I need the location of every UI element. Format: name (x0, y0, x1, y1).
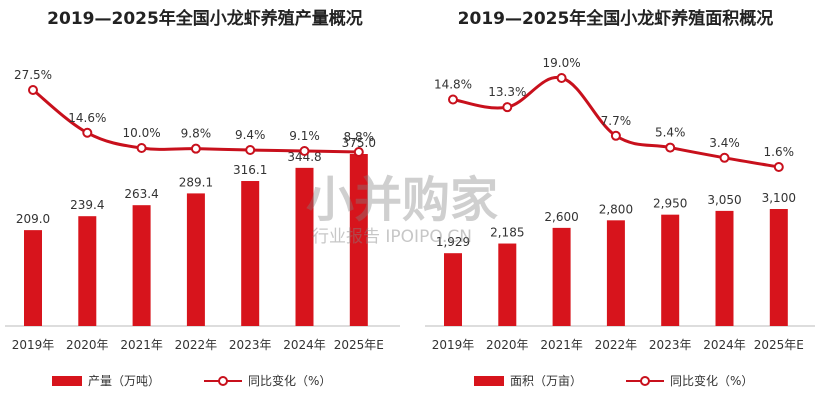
left-bar-6 (349, 154, 368, 326)
left-bar-label-1: 239.4 (70, 198, 104, 212)
left-tick-label-2: 2021年 (120, 338, 163, 352)
right-chart-title: 2019—2025年全国小龙虾养殖面积概况 (457, 9, 774, 29)
left-tick-label-3: 2022年 (175, 338, 218, 352)
legend-label-area: 面积（万亩） (510, 374, 583, 388)
right-yoy-point-2 (556, 73, 567, 83)
legend-label-yoy: 同比变化（%） (248, 374, 332, 388)
legend-label-yoy: 同比变化（%） (670, 374, 754, 388)
left-tick-label-1: 2020年 (66, 338, 109, 352)
right-yoy-label-3: 7.7% (601, 114, 632, 128)
right-bar-6 (769, 209, 788, 326)
right-yoy-label-0: 14.8% (434, 77, 472, 91)
left-yoy-point-4 (245, 145, 256, 156)
right-bar-label-4: 2,950 (653, 197, 687, 211)
left-bar-label-2: 263.4 (124, 187, 158, 201)
left-yoy-label-0: 27.5% (14, 68, 52, 82)
left-bar-3 (186, 193, 205, 326)
right-yoy-point-4 (665, 142, 676, 153)
right-bar-label-0: 1,929 (436, 235, 470, 249)
right-tick-label-1: 2020年 (486, 338, 529, 352)
left-bar-4 (241, 181, 260, 326)
legend-bar-swatch (52, 375, 82, 386)
legend-line-swatch (626, 375, 665, 387)
left-bar-2 (132, 205, 151, 326)
right-tick-label-2: 2021年 (540, 338, 583, 352)
right-bar-1 (498, 243, 517, 326)
right-bar-label-5: 3,050 (707, 193, 741, 207)
legend-item-yoy: 同比变化（%） (204, 372, 331, 389)
right-yoy-label-2: 19.0% (543, 56, 581, 70)
left-yoy-point-5 (299, 146, 310, 157)
left-bar-label-4: 316.1 (233, 163, 267, 177)
left-tick-label-0: 2019年 (12, 338, 55, 352)
left-bar-label-0: 209.0 (16, 212, 50, 226)
right-yoy-label-6: 1.6% (764, 145, 795, 159)
left-yoy-label-1: 14.6% (68, 111, 106, 125)
right-yoy-point-5 (719, 152, 730, 163)
left-chart-title: 2019—2025年全国小龙虾养殖产量概况 (47, 9, 363, 29)
right-tick-label-3: 2022年 (595, 338, 638, 352)
right-yoy-label-5: 3.4% (709, 136, 740, 150)
right-yoy-point-1 (502, 102, 513, 113)
legend-line-swatch (204, 375, 243, 387)
left-legend: 产量（万吨） 同比变化（%） (52, 372, 375, 389)
right-yoy-point-0 (448, 94, 458, 105)
right-tick-label-0: 2019年 (432, 338, 475, 352)
left-yoy-label-6: 8.8% (344, 130, 375, 144)
legend-item-area: 面积（万亩） (474, 372, 582, 389)
right-bar-label-2: 2,600 (544, 210, 578, 224)
right-bar-0 (444, 253, 462, 326)
right-bar-label-3: 2,800 (599, 202, 633, 216)
right-yoy-point-3 (610, 130, 621, 141)
left-bar-0 (24, 230, 42, 326)
legend-label-output: 产量（万吨） (88, 374, 161, 388)
right-tick-label-6: 2025年E (754, 338, 804, 352)
legend-item-output: 产量（万吨） (52, 372, 160, 389)
right-bar-label-6: 3,100 (762, 191, 796, 205)
left-yoy-point-6 (353, 147, 364, 157)
left-yoy-label-4: 9.4% (235, 128, 266, 142)
right-yoy-point-6 (773, 162, 784, 172)
left-yoy-point-2 (136, 143, 147, 154)
left-bar-label-5: 344.8 (287, 150, 321, 164)
right-bar-2 (552, 227, 571, 326)
right-yoy-label-1: 13.3% (488, 85, 526, 99)
left-yoy-point-3 (190, 143, 201, 154)
right-legend: 面积（万亩） 同比变化（%） (474, 372, 797, 389)
left-bar-5 (295, 167, 314, 326)
right-tick-label-5: 2024年 (703, 338, 746, 352)
left-yoy-point-1 (82, 127, 93, 138)
left-yoy-label-5: 9.1% (289, 129, 320, 143)
right-bar-4 (661, 214, 680, 326)
right-bar-3 (606, 220, 625, 326)
left-yoy-label-3: 9.8% (181, 127, 212, 141)
right-bar-label-1: 2,185 (490, 226, 524, 240)
left-yoy-label-2: 10.0% (123, 126, 161, 140)
legend-bar-swatch (474, 375, 504, 386)
left-bar-label-3: 289.1 (179, 175, 213, 189)
left-yoy-point-0 (28, 85, 38, 95)
left-bar-1 (78, 216, 97, 326)
left-tick-label-6: 2025年E (334, 338, 384, 352)
left-tick-label-4: 2023年 (229, 338, 272, 352)
left-tick-label-5: 2024年 (283, 338, 326, 352)
right-yoy-label-4: 5.4% (655, 126, 686, 140)
left-bar-label-6: 375.0 (342, 136, 376, 150)
right-bar-5 (715, 210, 734, 326)
legend-item-yoy: 同比变化（%） (626, 372, 753, 389)
right-tick-label-4: 2023年 (649, 338, 692, 352)
